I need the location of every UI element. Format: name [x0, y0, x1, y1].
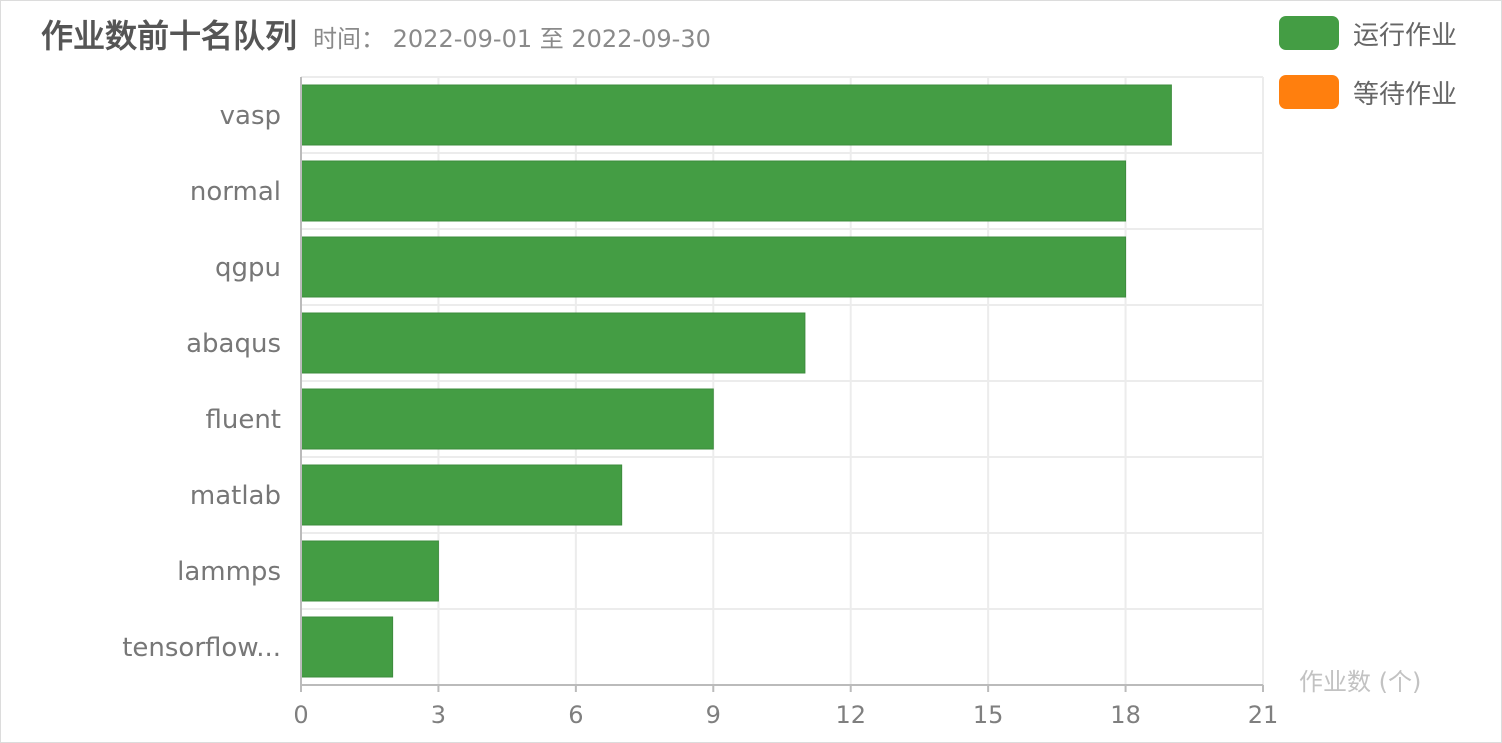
bar-running-matlab[interactable]: [300, 464, 623, 526]
legend-item-waiting[interactable]: 等待作业: [1279, 72, 1457, 112]
y-tick-label-lammps: lammps: [177, 557, 281, 587]
bar-running-vasp[interactable]: [300, 84, 1172, 146]
bar-running-qgpu[interactable]: [300, 236, 1127, 298]
bar-series-running: [300, 84, 1172, 678]
x-axis-title: 作业数 (个): [1299, 668, 1421, 696]
legend-swatch-waiting: [1279, 75, 1339, 109]
x-tick-label-3: 3: [431, 701, 446, 729]
chart-subtitle: 时间： 2022-09-01 至 2022-09-30: [313, 25, 711, 53]
axes: [300, 77, 1264, 692]
y-tick-label-normal: normal: [190, 177, 281, 207]
bar-running-fluent[interactable]: [300, 388, 714, 450]
y-tick-label-abaqus: abaqus: [186, 329, 281, 359]
x-tick-label-12: 12: [835, 701, 866, 729]
bar-running-lammps[interactable]: [300, 540, 439, 602]
chart-header: 作业数前十名队列 时间： 2022-09-01 至 2022-09-30: [41, 11, 711, 57]
bar-running-tensorflow[interactable]: [300, 616, 394, 678]
x-tick-label-15: 15: [973, 701, 1004, 729]
y-tick-label-tensorflow: tensorflow...: [122, 633, 281, 663]
chart-title: 作业数前十名队列: [41, 17, 298, 55]
x-tick-label-0: 0: [293, 701, 308, 729]
bar-running-normal[interactable]: [300, 160, 1127, 222]
y-tick-label-matlab: matlab: [190, 481, 281, 511]
x-tick-label-6: 6: [568, 701, 583, 729]
x-tick-label-21: 21: [1248, 701, 1279, 729]
legend-item-running[interactable]: 运行作业: [1279, 13, 1457, 53]
legend-label-waiting: 等待作业: [1353, 79, 1458, 110]
bar-running-abaqus[interactable]: [300, 312, 806, 374]
y-tick-label-vasp: vasp: [220, 101, 281, 131]
y-tick-label-fluent: fluent: [205, 405, 281, 435]
chart-legend: 运行作业 等待作业: [1279, 13, 1457, 131]
x-tick-label-18: 18: [1110, 701, 1141, 729]
y-axis-tick-labels: vasp normal qgpu abaqus fluent matlab lammps te…: [122, 101, 281, 663]
legend-label-running: 运行作业: [1353, 20, 1458, 51]
x-axis-tick-labels: 0 3 6 9 12 15 18 21: [293, 701, 1278, 729]
legend-swatch-running: [1279, 16, 1339, 50]
x-tick-label-9: 9: [706, 701, 721, 729]
y-tick-label-qgpu: qgpu: [215, 253, 281, 283]
